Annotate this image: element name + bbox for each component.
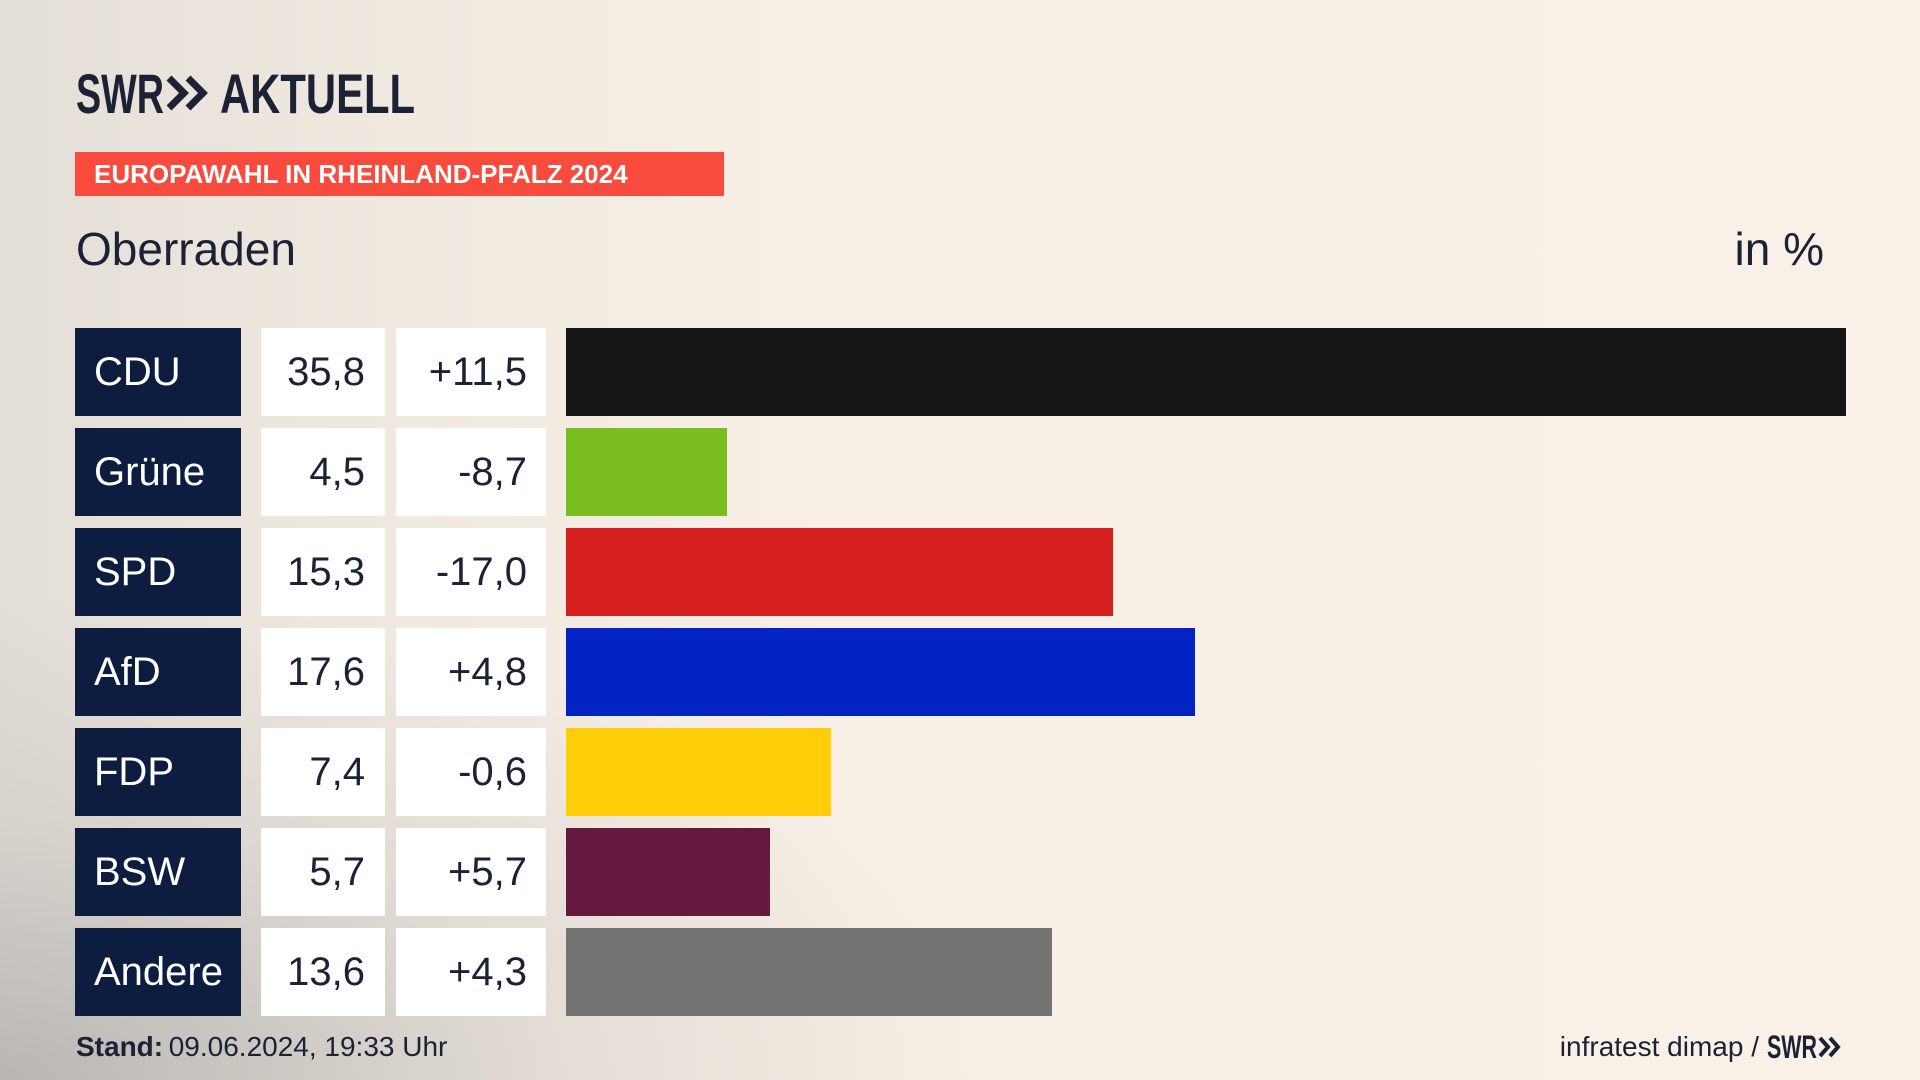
party-label: FDP (75, 728, 241, 816)
change-value: +4,8 (396, 628, 546, 716)
banner-title: EUROPAWAHL IN RHEINLAND-PFALZ 2024 (94, 159, 628, 189)
share-value: 17,6 (261, 628, 385, 716)
party-label: Grüne (75, 428, 241, 516)
party-label: SPD (75, 528, 241, 616)
party-row: BSW 5,7 +5,7 (75, 828, 1846, 916)
location-title: Oberraden (76, 223, 296, 275)
party-label: CDU (75, 328, 241, 416)
swr-footer-logo: SWR (1767, 1033, 1841, 1061)
chevrons-icon (1818, 1036, 1841, 1058)
change-value: -8,7 (396, 428, 546, 516)
swr-aktuell-logo: SWR AKTUELL (76, 71, 415, 115)
party-row: FDP 7,4 -0,6 (75, 728, 1846, 816)
result-bar (566, 428, 727, 516)
party-label: AfD (75, 628, 241, 716)
footer-logo-brand: SWR (1767, 1033, 1817, 1061)
change-value: +11,5 (396, 328, 546, 416)
change-value: -0,6 (396, 728, 546, 816)
party-row: AfD 17,6 +4,8 (75, 628, 1846, 716)
result-bar (566, 828, 770, 916)
party-row: Grüne 4,5 -8,7 (75, 428, 1846, 516)
result-bar (566, 528, 1114, 616)
party-row: Andere 13,6 +4,3 (75, 928, 1846, 1016)
timestamp-label: Stand: (76, 1031, 164, 1062)
result-bar (566, 328, 1846, 416)
party-label: Andere (75, 928, 241, 1016)
timestamp: Stand: 09.06.2024, 19:33 Uhr (76, 1031, 447, 1063)
result-bar (566, 928, 1053, 1016)
share-value: 15,3 (261, 528, 385, 616)
party-row: SPD 15,3 -17,0 (75, 528, 1846, 616)
timestamp-value: 09.06.2024, 19:33 Uhr (168, 1031, 448, 1062)
change-value: +4,3 (396, 928, 546, 1016)
result-bar (566, 628, 1196, 716)
share-value: 5,7 (261, 828, 385, 916)
unit-label: in % (1734, 223, 1824, 275)
change-value: -17,0 (396, 528, 546, 616)
share-value: 13,6 (261, 928, 385, 1016)
share-value: 35,8 (261, 328, 385, 416)
change-value: +5,7 (396, 828, 546, 916)
share-value: 4,5 (261, 428, 385, 516)
chevrons-icon (166, 75, 208, 111)
source-credit: infratest dimap / SWR (1560, 1031, 1843, 1063)
party-row: CDU 35,8 +11,5 (75, 328, 1846, 416)
result-bar (566, 728, 831, 816)
source-text: infratest dimap / (1559, 1031, 1759, 1062)
logo-product: AKTUELL (220, 71, 415, 115)
results-chart: CDU 35,8 +11,5 Grüne 4,5 -8,7 SPD 15,3 -17,0 AfD 1… (75, 328, 1846, 1016)
logo-brand: SWR (76, 71, 164, 115)
share-value: 7,4 (261, 728, 385, 816)
party-label: BSW (75, 828, 241, 916)
election-banner: EUROPAWAHL IN RHEINLAND-PFALZ 2024 (75, 152, 724, 196)
